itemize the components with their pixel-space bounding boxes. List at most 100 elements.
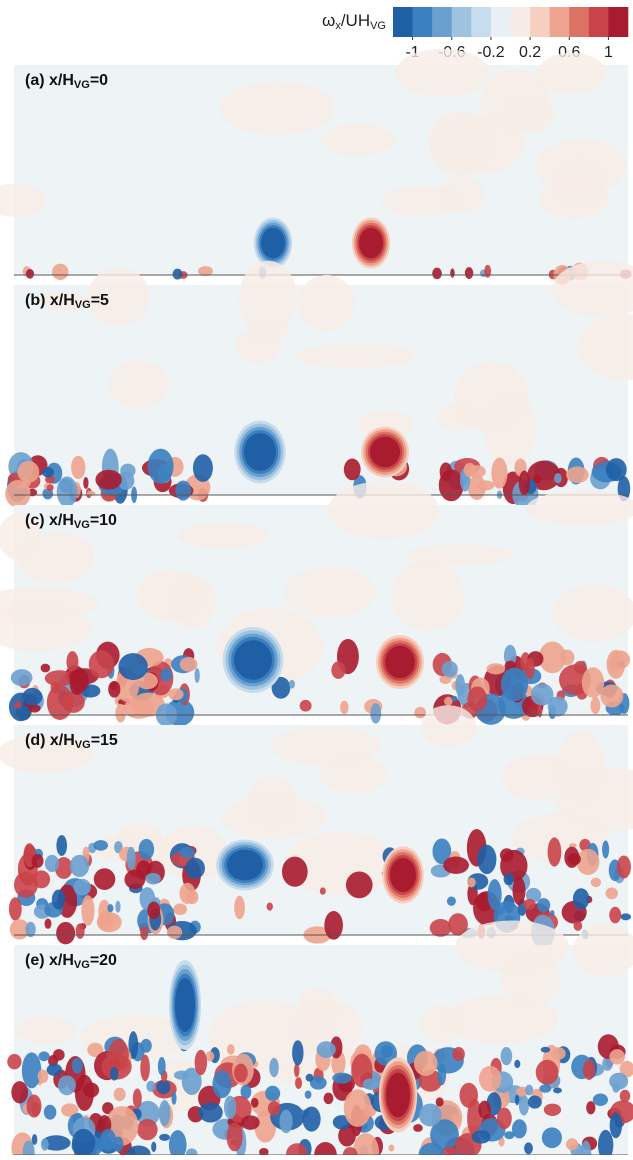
- turbulent-blob: [455, 674, 466, 697]
- turbulent-blob: [109, 1066, 119, 1081]
- turbulent-blob: [57, 1075, 76, 1096]
- faint-blob: [526, 490, 633, 526]
- turbulent-blob: [464, 267, 474, 279]
- turbulent-blob: [88, 650, 115, 679]
- turbulent-blob: [597, 1129, 614, 1160]
- turbulent-blob: [527, 1095, 542, 1109]
- faint-blob: [321, 124, 396, 156]
- faint-blob: [535, 138, 627, 194]
- turbulent-blob: [38, 1051, 50, 1062]
- panel-label-part: (c) x/H: [25, 512, 74, 529]
- turbulent-blob: [547, 837, 562, 867]
- faint-blob: [420, 1005, 463, 1043]
- panel-label-part: VG: [74, 959, 90, 971]
- turbulent-blob: [533, 474, 542, 484]
- turbulent-blob: [429, 918, 452, 937]
- colorbar-swatch: [393, 7, 413, 37]
- turbulent-blob: [435, 1097, 444, 1107]
- turbulent-blob: [446, 896, 456, 906]
- turbulent-blob: [71, 1128, 96, 1157]
- panel-label-part: (b) x/H: [25, 292, 75, 309]
- turbulent-blob: [117, 471, 135, 490]
- turbulent-blob: [302, 1106, 321, 1132]
- turbulent-blob: [140, 1054, 150, 1082]
- turbulent-blob: [619, 1089, 631, 1103]
- turbulent-blob: [13, 871, 38, 898]
- turbulent-blob: [151, 1141, 157, 1153]
- turbulent-blob: [198, 1102, 223, 1123]
- turbulent-blob: [69, 672, 85, 696]
- turbulent-blob: [609, 1112, 623, 1139]
- faint-blob: [500, 952, 561, 1005]
- faint-blob: [537, 52, 607, 94]
- turbulent-blob: [539, 1084, 552, 1093]
- faint-blob: [295, 343, 416, 368]
- faint-blob: [208, 1000, 320, 1072]
- turbulent-blob: [124, 869, 146, 890]
- turbulent-blob: [266, 902, 273, 911]
- vortex-core: [175, 978, 195, 1032]
- turbulent-blob: [573, 920, 583, 931]
- panels: (a) x/HVG=0(b) x/HVG=5(c) x/HVG=10(d) x/…: [0, 48, 633, 1160]
- turbulent-blob: [512, 876, 526, 906]
- turbulent-blob: [8, 897, 22, 921]
- turbulent-blob: [118, 653, 148, 681]
- turbulent-blob: [102, 1102, 114, 1115]
- colorbar-swatch: [471, 7, 492, 37]
- turbulent-blob: [590, 877, 602, 888]
- turbulent-blob: [305, 1073, 314, 1082]
- turbulent-blob: [524, 1142, 533, 1155]
- turbulent-blob: [496, 1107, 512, 1130]
- turbulent-blob: [40, 1138, 49, 1151]
- turbulent-blob: [467, 475, 486, 500]
- turbulent-blob: [159, 1133, 170, 1141]
- faint-blob: [0, 734, 93, 773]
- panel-label-part: (a) x/H: [25, 72, 74, 89]
- turbulent-blob: [192, 454, 213, 482]
- turbulent-blob: [352, 1133, 379, 1160]
- turbulent-blob: [432, 838, 452, 865]
- colorbar-swatch: [530, 7, 550, 37]
- turbulent-blob: [179, 846, 196, 859]
- turbulent-blob: [51, 263, 69, 281]
- colorbar-swatch: [510, 7, 531, 37]
- turbulent-blob: [338, 1125, 356, 1147]
- turbulent-blob: [576, 848, 600, 876]
- turbulent-blob: [413, 1124, 423, 1132]
- turbulent-blob: [600, 684, 624, 708]
- turbulent-blob: [418, 1103, 442, 1127]
- faint-blob: [284, 567, 376, 618]
- turbulent-blob: [137, 1118, 158, 1141]
- panel-label-part: VG: [74, 79, 90, 91]
- colorbar-swatch: [451, 7, 472, 37]
- contour-panel: [7, 920, 633, 1160]
- turbulent-blob: [131, 692, 165, 717]
- turbulent-blob: [467, 877, 476, 888]
- faint-blob: [39, 290, 87, 312]
- turbulent-blob: [554, 472, 562, 484]
- turbulent-blob: [171, 1091, 177, 1105]
- turbulent-blob: [323, 1092, 334, 1105]
- turbulent-blob: [523, 899, 536, 910]
- turbulent-blob: [553, 1087, 562, 1094]
- turbulent-blob: [147, 901, 161, 920]
- turbulent-blob: [145, 872, 161, 885]
- turbulent-blob: [289, 679, 296, 689]
- panel-label-part: =15: [91, 732, 118, 749]
- faint-blob: [108, 360, 168, 408]
- turbulent-blob: [518, 1094, 530, 1116]
- turbulent-blob: [471, 1130, 491, 1144]
- turbulent-blob: [592, 1093, 609, 1106]
- turbulent-blob: [128, 1031, 139, 1060]
- turbulent-blob: [602, 840, 610, 859]
- faint-blob: [0, 184, 46, 217]
- turbulent-blob: [500, 1046, 513, 1066]
- turbulent-blob: [194, 668, 200, 683]
- turbulent-blob: [71, 1057, 83, 1074]
- turbulent-blob: [605, 458, 627, 482]
- turbulent-blob: [140, 1038, 152, 1053]
- turbulent-blob: [304, 1090, 312, 1099]
- turbulent-blob: [491, 457, 508, 489]
- turbulent-blob: [31, 853, 44, 868]
- turbulent-blob: [345, 871, 373, 899]
